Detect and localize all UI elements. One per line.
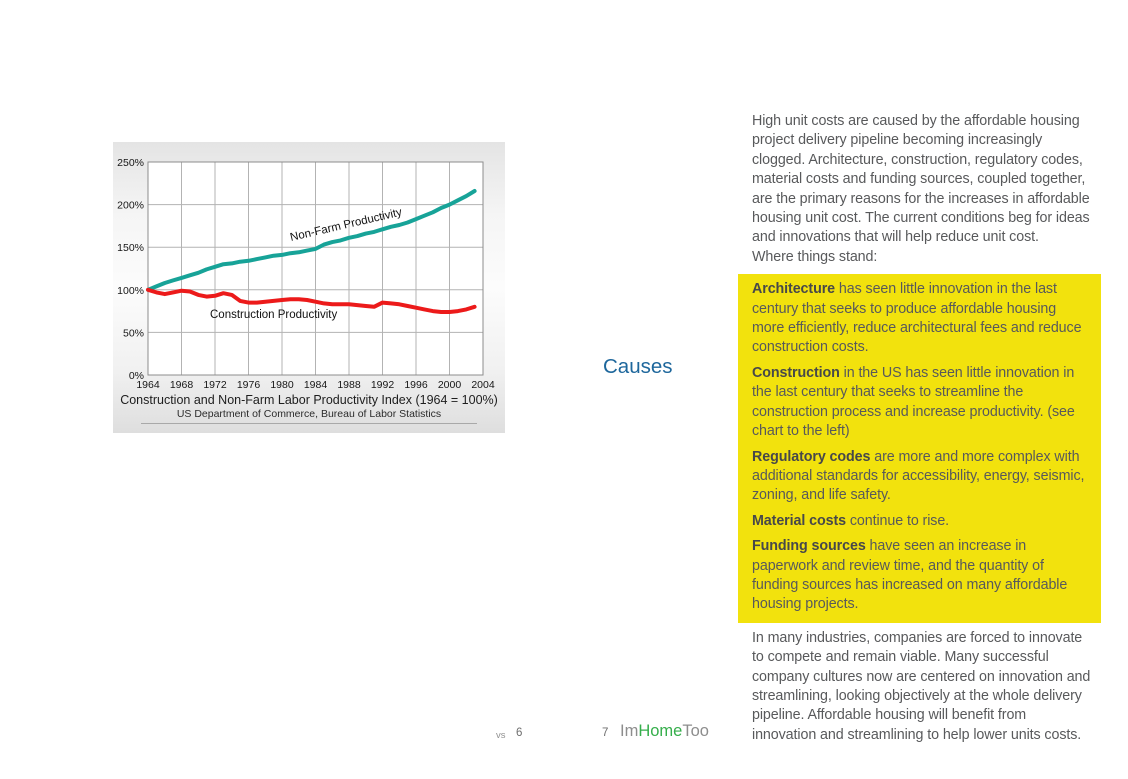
intro-closing-line: Where things stand:	[752, 248, 878, 265]
imhometoo-logo: ImHomeToo	[620, 722, 709, 741]
series-line-construction	[146, 287, 477, 314]
y-axis-tick-label: 200%	[117, 200, 144, 212]
brand-highlight: Home	[638, 722, 683, 740]
intro-text: High unit costs are caused by the afford…	[752, 113, 1090, 246]
closing-paragraph: In many industries, companies are forced…	[752, 629, 1091, 743]
cause-lead: Funding sources	[752, 538, 866, 555]
x-axis-tick-label: 1964	[136, 379, 160, 390]
y-axis-tick-label: 250%	[117, 157, 144, 169]
y-axis-tick-label: 0%	[129, 370, 144, 382]
x-axis-tick-label: 1996	[404, 379, 428, 390]
cause-item-regulatory-codes: Regulatory codes are more and more compl…	[752, 448, 1090, 506]
chart-title: Construction and Non-Farm Labor Producti…	[120, 393, 498, 407]
cause-lead: Regulatory codes	[752, 448, 871, 465]
cause-text: are more and more complex with additiona…	[752, 448, 1085, 504]
highlighted-causes-list: Architecture has seen little innovation …	[738, 274, 1101, 623]
cause-text: have seen an increase in paperwork and r…	[752, 538, 1068, 613]
cause-item-architecture: Architecture has seen little innovation …	[752, 280, 1090, 358]
series-line-non-farm	[146, 189, 477, 292]
y-axis-tick-label: 50%	[123, 327, 144, 339]
footer-page-number-left: 6	[516, 727, 523, 739]
y-axis-tick-label: 100%	[117, 285, 144, 297]
y-axis-tick-label: 150%	[117, 242, 144, 254]
cause-text: in the US has seen little innovation in …	[752, 364, 1075, 440]
body-text-column: High unit costs are caused by the afford…	[738, 112, 1101, 745]
cause-lead: Construction	[752, 364, 840, 381]
x-axis-tick-label: 1972	[203, 379, 227, 390]
cause-text: has seen little innovation in the last c…	[752, 281, 1082, 356]
construction-series-label: Construction Productivity	[210, 309, 337, 321]
productivity-line-chart: 0% 50% 100% 150% 200% 250% 1964 1968 1972 1976 198…	[117, 157, 495, 390]
x-axis-tick-label: 1984	[304, 379, 328, 390]
x-axis-tick-label: 1968	[170, 379, 194, 390]
cause-lead: Material costs	[752, 512, 846, 529]
x-axis-tick-label: 2004	[471, 379, 495, 390]
footer-vs-label: vs	[496, 730, 506, 741]
cause-item-funding-sources: Funding sources have seen an increase in…	[752, 537, 1090, 615]
cause-item-material-costs: Material costs continue to rise.	[752, 512, 1090, 531]
cause-lead: Architecture	[752, 281, 836, 298]
x-axis-tick-label: 1976	[237, 379, 261, 390]
x-axis-tick-label: 1992	[371, 379, 395, 390]
chart-source-credit: US Department of Commerce, Bureau of Lab…	[176, 408, 442, 420]
intro-paragraph: High unit costs are caused by the afford…	[738, 112, 1101, 267]
plot-border	[147, 161, 484, 376]
footer-page-number-right: 7	[602, 727, 609, 739]
x-axis-tick-label: 1988	[337, 379, 361, 390]
x-axis-tick-label: 1980	[270, 379, 294, 390]
cause-item-construction: Construction in the US has seen little i…	[752, 364, 1090, 442]
x-axis-tick-label: 2000	[438, 379, 462, 390]
cause-text: continue to rise.	[845, 512, 950, 529]
productivity-chart-figure: 0% 50% 100% 150% 200% 250% 1964 1968 1972 1976 198…	[113, 142, 505, 433]
brand-suffix: Too	[682, 722, 709, 740]
chart-source-underline	[141, 423, 477, 424]
brand-prefix: Im	[620, 722, 639, 740]
causes-heading: Causes	[603, 355, 673, 378]
